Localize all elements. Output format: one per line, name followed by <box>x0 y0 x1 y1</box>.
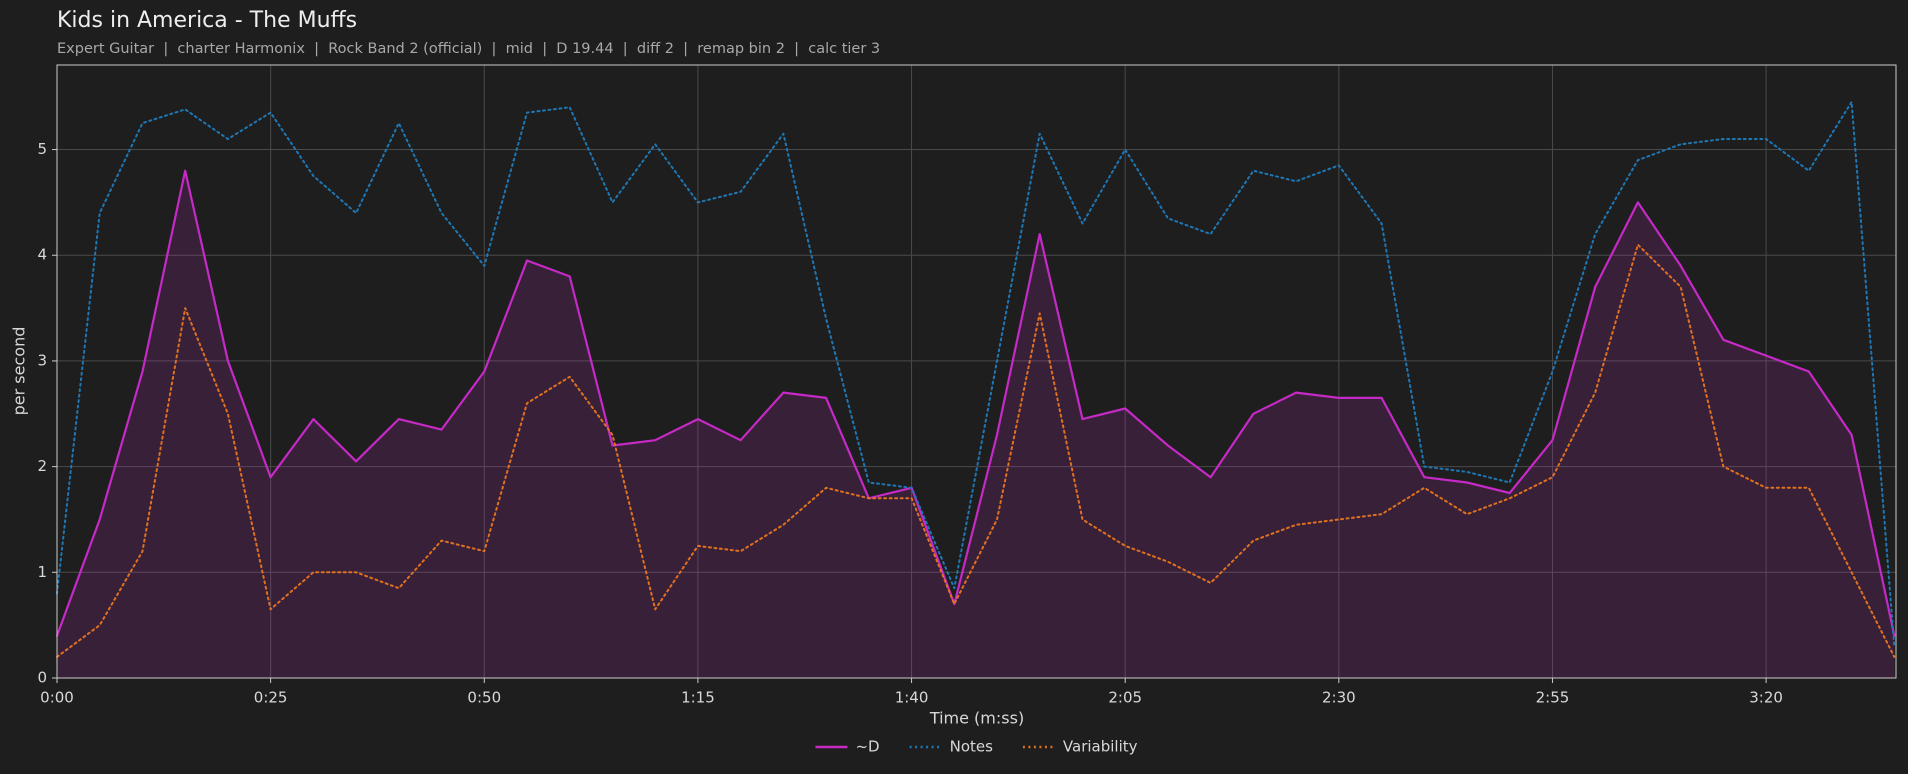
y-tick-label: 1 <box>37 563 47 581</box>
legend-label: Notes <box>950 738 994 756</box>
x-tick-label: 0:25 <box>254 689 288 707</box>
x-tick-label: 2:05 <box>1108 689 1142 707</box>
x-axis-label: Time (m:ss) <box>929 709 1024 728</box>
y-axis-label: per second <box>10 327 29 416</box>
chart-title: Kids in America - The Muffs <box>57 8 357 33</box>
chart-subtitle: Expert Guitar | charter Harmonix | Rock … <box>57 41 880 57</box>
x-tick-label: 0:00 <box>40 689 74 707</box>
x-tick-label: 2:55 <box>1536 689 1570 707</box>
y-tick-label: 5 <box>37 140 47 158</box>
x-tick-label: 1:15 <box>681 689 715 707</box>
legend-label: Variability <box>1063 738 1138 756</box>
line <box>55 169 1896 637</box>
area <box>57 170 1895 678</box>
line <box>56 101 1896 648</box>
y-tick-label: 0 <box>37 669 47 687</box>
y-tick-label: 2 <box>37 457 47 475</box>
x-tick-label: 0:50 <box>467 689 501 707</box>
x-tick-label: 3:20 <box>1749 689 1783 707</box>
x-tick-label: 1:40 <box>895 689 929 707</box>
y-tick-label: 3 <box>37 351 47 369</box>
line <box>56 243 1896 658</box>
x-tick-label: 2:30 <box>1322 689 1356 707</box>
y-tick-label: 4 <box>37 246 47 264</box>
legend-label: ~D <box>855 738 879 756</box>
plot-frame <box>56 64 1897 679</box>
